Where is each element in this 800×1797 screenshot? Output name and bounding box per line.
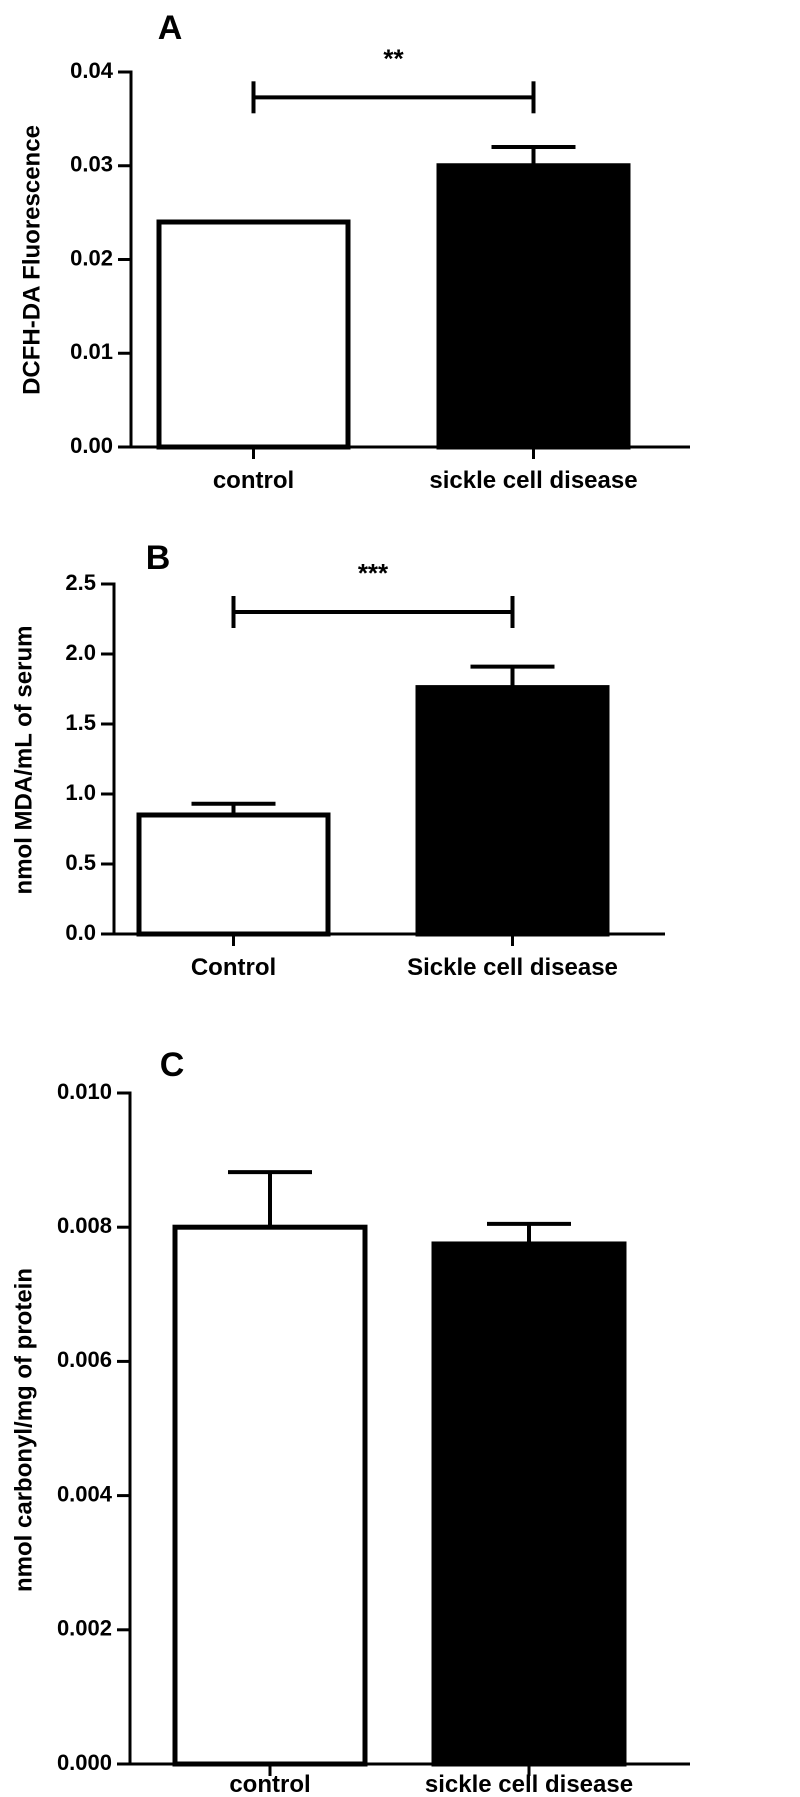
bar-control [136, 812, 331, 937]
y-tick-label: 0.000 [57, 1750, 112, 1775]
category-label: Sickle cell disease [407, 954, 618, 981]
panel-label: B [146, 539, 171, 577]
y-axis-label: nmol MDA/mL of serum [10, 626, 37, 895]
y-tick-label: 0.008 [57, 1213, 112, 1238]
category-label: sickle cell disease [429, 467, 637, 494]
y-axis-label: nmol carbonyl/mg of protein [10, 1268, 37, 1592]
y-tick-label: 2.0 [65, 640, 96, 665]
significance-label: ** [383, 43, 404, 73]
bar-control [156, 219, 351, 450]
y-tick-label: 0.004 [57, 1481, 113, 1506]
y-tick-label: 0.5 [65, 850, 96, 875]
significance-label: *** [358, 558, 389, 588]
chart-panel-a: A DCFH-DA Fluorescence control sickle cell … [18, 9, 690, 494]
y-tick-label: 0.04 [70, 58, 114, 83]
y-tick-label: 0.03 [70, 152, 113, 177]
y-tick-label: 0.02 [70, 245, 113, 270]
y-tick-label: 0.002 [57, 1616, 112, 1641]
y-tick-label: 0.0 [65, 920, 96, 945]
y-tick-label: 0.00 [70, 433, 113, 458]
y-tick-label: 1.5 [65, 710, 96, 735]
bar-sickle-cell-disease [436, 163, 631, 450]
bar-control [172, 1224, 368, 1767]
y-tick-label: 2.5 [65, 570, 96, 595]
category-label: control [213, 467, 294, 494]
y-tick-label: 1.0 [65, 780, 96, 805]
bar-sickle-cell-disease [415, 685, 610, 937]
y-axis-label: DCFH-DA Fluorescence [18, 125, 45, 395]
y-tick-label: 0.006 [57, 1347, 112, 1372]
panel-label: A [158, 9, 183, 47]
category-label: Control [191, 954, 276, 981]
bar-sickle-cell-disease [431, 1241, 627, 1767]
y-tick-label: 0.01 [70, 339, 113, 364]
y-tick-label: 0.010 [57, 1079, 112, 1104]
panel-label: C [160, 1046, 185, 1084]
